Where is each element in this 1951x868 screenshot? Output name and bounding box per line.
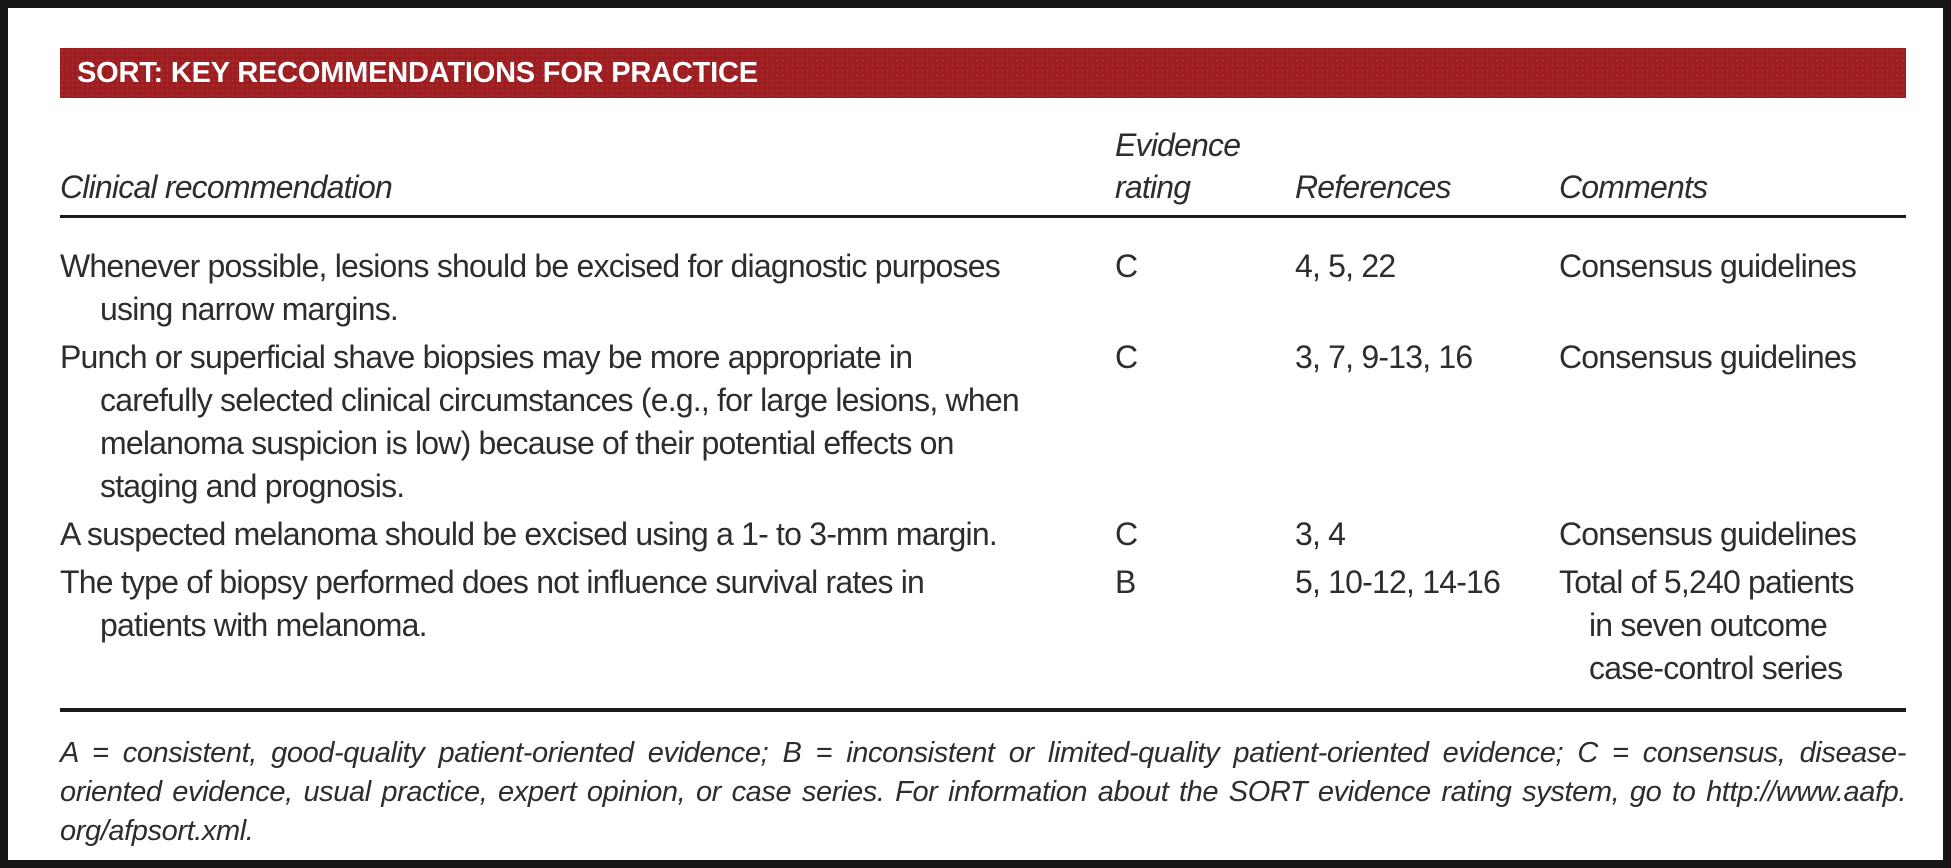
table-bottom-rule	[60, 708, 1906, 712]
references-cell: 4, 5, 22	[1295, 248, 1396, 284]
recommendation-line: The type of biopsy performed does not in…	[60, 564, 925, 600]
comments-cell: Consensus guidelines	[1559, 336, 1906, 508]
references-cell: 5, 10-12, 14-16	[1295, 564, 1501, 600]
evidence-rating-cell: C	[1115, 516, 1138, 552]
column-header-evidence-rating-line1: Evidence	[1115, 127, 1241, 163]
footnote-line: org/afpsort.xml.	[60, 815, 254, 847]
evidence-rating-cell: B	[1115, 564, 1136, 600]
footnote: A = consistent, good-quality patient-ori…	[60, 734, 1906, 851]
table-body: Whenever possible, lesions should be exc…	[60, 245, 1906, 695]
column-header-clinical-recommendation: Clinical recommendation	[60, 169, 393, 205]
comment-line: Consensus guidelines	[1559, 516, 1857, 552]
comment-line: Total of 5,240 patients	[1559, 564, 1855, 600]
comments-cell: Consensus guidelines	[1559, 513, 1906, 556]
recommendation-line: Punch or superficial shave biopsies may …	[60, 339, 913, 375]
comments-cell: Total of 5,240 patients in seven outcome…	[1559, 561, 1906, 690]
footnote-line: A = consistent, good-quality patient-ori…	[60, 737, 1906, 769]
footnote-line: oriented evidence, usual practice, exper…	[60, 776, 1906, 808]
recommendation-line: using narrow margins.	[100, 291, 399, 327]
column-header-evidence-rating-line2: rating	[1115, 169, 1191, 205]
references-cell: 3, 7, 9-13, 16	[1295, 339, 1473, 375]
comment-line: in seven outcome	[1589, 607, 1828, 643]
comment-line: Consensus guidelines	[1559, 339, 1857, 375]
table-row: A suspected melanoma should be excised u…	[60, 513, 1906, 556]
column-header-comments: Comments	[1559, 169, 1708, 205]
references-cell: 3, 4	[1295, 516, 1346, 552]
recommendation-line: melanoma suspicion is low) because of th…	[100, 425, 954, 461]
recommendation-cell: Punch or superficial shave biopsies may …	[60, 336, 1115, 508]
comments-cell: Consensus guidelines	[1559, 245, 1906, 331]
comment-line: Consensus guidelines	[1559, 248, 1857, 284]
comment-line: case-control series	[1589, 650, 1843, 686]
recommendation-cell: A suspected melanoma should be excised u…	[60, 513, 1115, 556]
table-row: The type of biopsy performed does not in…	[60, 561, 1906, 690]
table-title: SORT: KEY RECOMMENDATIONS FOR PRACTICE	[77, 56, 758, 89]
header-divider-rule	[60, 215, 1906, 218]
table-title-bar: SORT: KEY RECOMMENDATIONS FOR PRACTICE	[60, 48, 1906, 98]
recommendation-line: staging and prognosis.	[100, 468, 405, 504]
table-row: Whenever possible, lesions should be exc…	[60, 245, 1906, 331]
recommendation-line: carefully selected clinical circumstance…	[100, 382, 1020, 418]
recommendation-line: patients with melanoma.	[100, 607, 427, 643]
recommendation-cell: The type of biopsy performed does not in…	[60, 561, 1115, 690]
column-header-references: References	[1295, 169, 1451, 205]
table-row: Punch or superficial shave biopsies may …	[60, 336, 1906, 508]
recommendation-cell: Whenever possible, lesions should be exc…	[60, 245, 1115, 331]
evidence-rating-cell: C	[1115, 339, 1138, 375]
recommendation-line: A suspected melanoma should be excised u…	[60, 516, 998, 552]
recommendation-line: Whenever possible, lesions should be exc…	[60, 248, 1001, 284]
evidence-rating-cell: C	[1115, 248, 1138, 284]
